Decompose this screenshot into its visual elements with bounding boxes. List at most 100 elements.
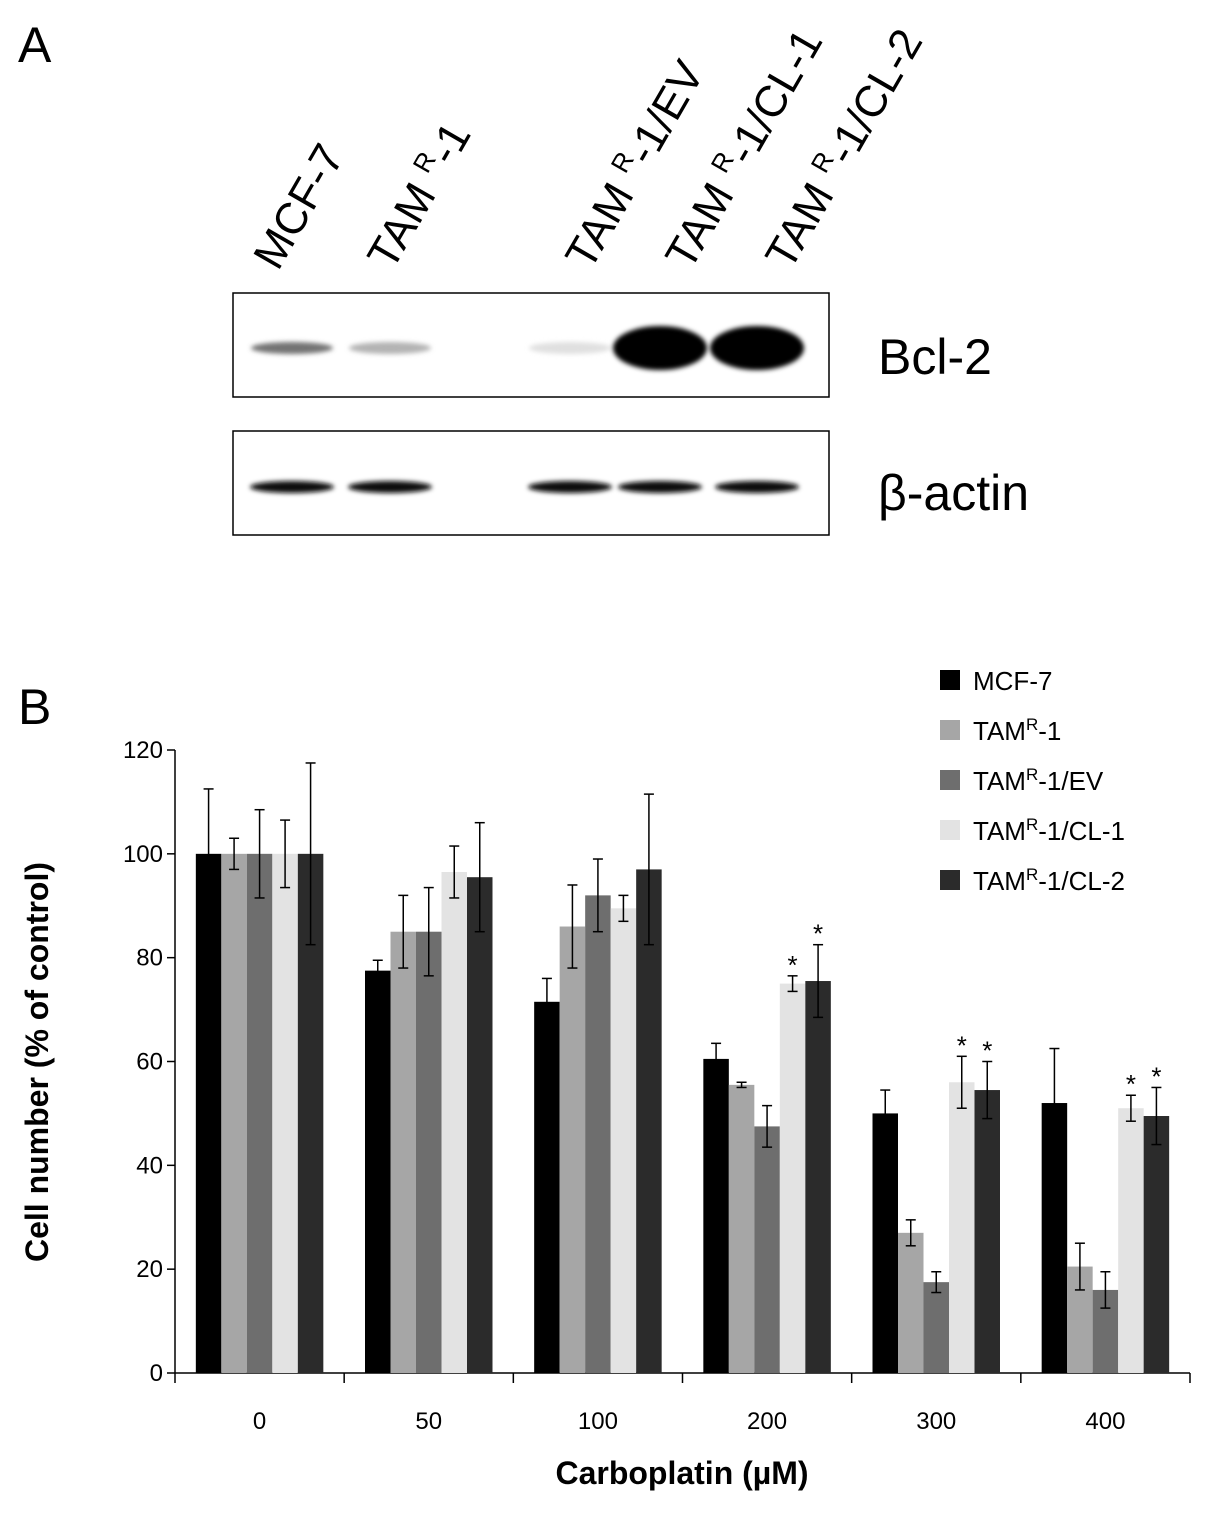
x-tick-label: 50	[415, 1408, 442, 1435]
significance-star: *	[788, 950, 798, 980]
bar-series4-50	[441, 872, 467, 1373]
legend-swatch	[940, 820, 960, 840]
bar-series1-200	[703, 1058, 729, 1373]
bar-series5-50	[467, 877, 493, 1373]
error-bar	[305, 762, 316, 946]
bar-series5-300	[974, 1090, 1000, 1373]
actin-label: β-actin	[878, 465, 1029, 521]
bar-series3-300	[923, 1282, 949, 1373]
lane-label-1: MCF-7	[244, 136, 354, 277]
significance-star: *	[1126, 1069, 1136, 1099]
bcl2-blot-bands	[251, 326, 804, 370]
error-bar	[541, 977, 552, 1026]
x-tick-label: 400	[1085, 1408, 1125, 1435]
y-tick-label: 120	[123, 737, 163, 764]
band-bcl2-3	[529, 342, 611, 354]
actin-blot-bands	[250, 481, 799, 493]
error-bar	[643, 793, 654, 946]
bar-series1-100	[534, 1001, 560, 1373]
x-tick-label: 0	[253, 1408, 266, 1435]
error-bar	[931, 1271, 942, 1294]
band-actin-3	[528, 481, 612, 493]
bar-series2-100	[559, 926, 586, 1373]
panel-a-letter: A	[18, 17, 52, 73]
bar-series4-200	[779, 983, 806, 1373]
band-bcl2-1	[251, 342, 333, 354]
bar-series5-100	[636, 869, 662, 1373]
band-bcl2-5	[710, 326, 804, 370]
x-axis: 0 50 100 200 300 400	[174, 1372, 1191, 1435]
bar-chart: 0 20 40 60 80 100 120 0 50 100 200 300 400 * * * * * *	[123, 737, 1191, 1435]
legend-label: TAMR-1/EV	[973, 765, 1104, 796]
bar-series2-300	[898, 1232, 924, 1373]
error-bars	[203, 762, 1162, 1309]
significance-markers: * * * * * *	[788, 919, 1162, 1100]
error-bar	[982, 1060, 993, 1120]
legend-label: TAMR-1/CL-1	[973, 815, 1125, 846]
band-actin-4	[618, 481, 702, 493]
error-bar	[1151, 1086, 1162, 1146]
panel-b-letter: B	[18, 679, 51, 735]
error-bar	[372, 959, 383, 982]
bar-series4-100	[610, 908, 637, 1373]
legend-swatch	[940, 870, 960, 890]
error-bar	[592, 858, 603, 933]
error-bar	[449, 845, 460, 899]
bar-series5-400	[1143, 1116, 1170, 1373]
legend-swatch	[940, 670, 960, 690]
y-tick-label: 80	[136, 945, 163, 972]
y-tick-label: 100	[123, 841, 163, 868]
bcl2-label: Bcl-2	[878, 329, 992, 385]
error-bar	[474, 821, 485, 933]
y-tick-label: 0	[150, 1360, 163, 1387]
band-actin-5	[715, 481, 799, 493]
band-bcl2-4	[613, 326, 707, 370]
error-bar	[567, 884, 578, 969]
bar-series4-400	[1118, 1108, 1144, 1373]
error-bar	[787, 975, 798, 993]
legend-item-2: TAMR-1	[940, 715, 1061, 746]
bar-series3-100	[585, 895, 611, 1373]
error-bar	[398, 894, 409, 969]
y-axis-title: Cell number (% of control)	[19, 862, 55, 1262]
bar-series3-0	[246, 853, 273, 1373]
legend-swatch	[940, 720, 960, 740]
error-bar	[762, 1104, 773, 1148]
x-tick-label: 300	[916, 1408, 956, 1435]
bar-series3-50	[416, 931, 442, 1373]
error-bar	[280, 819, 291, 889]
error-bar	[813, 943, 824, 1019]
x-axis-title: Carboplatin (µM)	[555, 1455, 808, 1491]
bar-series2-200	[728, 1084, 755, 1373]
error-bar	[880, 1089, 891, 1138]
band-actin-1	[250, 481, 334, 493]
error-bar	[905, 1219, 916, 1247]
error-bar	[1125, 1094, 1136, 1122]
legend-item-3: TAMR-1/EV	[940, 765, 1104, 796]
bar-series2-50	[390, 931, 416, 1373]
legend-label: TAMR-1/CL-2	[973, 865, 1125, 896]
error-bar	[1100, 1271, 1111, 1309]
band-actin-2	[348, 481, 432, 493]
bar-series1-50	[365, 970, 391, 1373]
error-bar	[1074, 1242, 1085, 1291]
legend-item-4: TAMR-1/CL-1	[940, 815, 1125, 846]
y-tick-label: 20	[136, 1256, 163, 1283]
error-bar	[618, 894, 629, 923]
bar-series1-300	[872, 1113, 898, 1373]
error-bar	[423, 886, 434, 977]
error-bar	[956, 1055, 967, 1109]
x-tick-label: 200	[747, 1408, 787, 1435]
error-bar	[711, 1042, 722, 1076]
lane-label-2: TAM R-1	[356, 113, 481, 277]
error-bar	[1049, 1047, 1060, 1159]
error-bar	[203, 788, 214, 920]
bar-series4-300	[949, 1082, 975, 1373]
error-bar	[229, 837, 240, 871]
legend: MCF-7 TAMR-1 TAMR-1/EV TAMR-1/CL-1 TAMR-1/CL…	[940, 666, 1125, 896]
significance-star: *	[982, 1036, 992, 1066]
legend-label: TAMR-1	[973, 715, 1061, 746]
bar-series4-0	[272, 853, 298, 1373]
